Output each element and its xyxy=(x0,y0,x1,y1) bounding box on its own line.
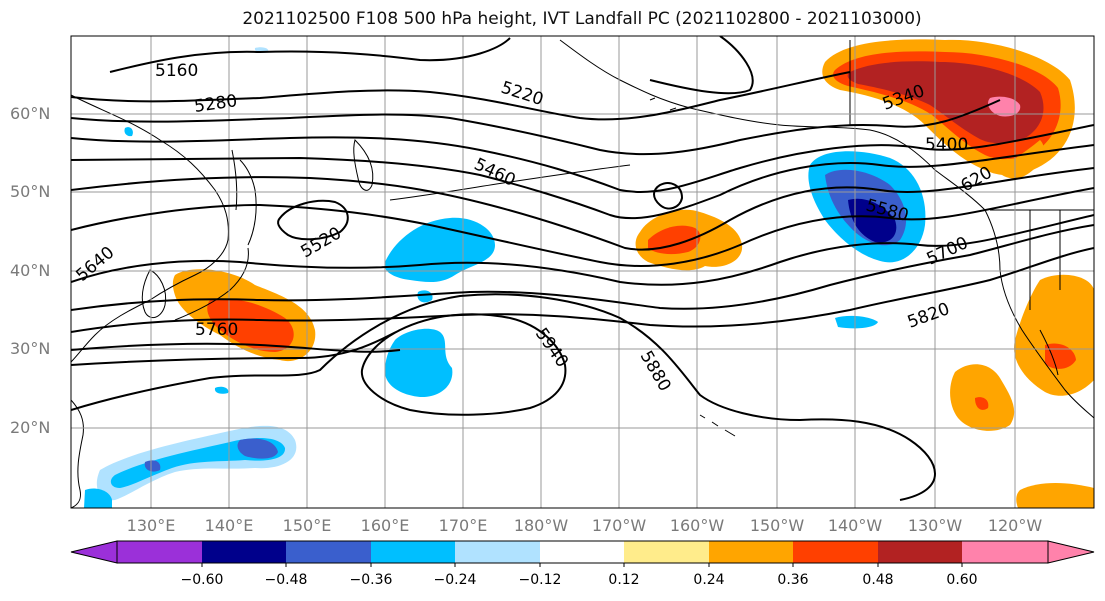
colorbar-tick-label: 0.12 xyxy=(608,572,640,588)
lon-label-150w: 150°W xyxy=(749,516,805,535)
colorbar-tick-label: 0.60 xyxy=(946,572,978,588)
lon-label-130e: 130°E xyxy=(126,516,176,535)
lat-label-60n: 60°N xyxy=(10,104,51,123)
gridlines xyxy=(71,36,1094,508)
colorbar-extend-low xyxy=(70,540,118,564)
lon-label-150e: 150°E xyxy=(282,516,332,535)
ivt-shading-americas xyxy=(950,274,1094,508)
colorbar-tick-label: −0.24 xyxy=(433,572,477,588)
title-wrap: 2021102500 F108 500 hPa height, IVT Land… xyxy=(0,0,1105,34)
lat-label-40n: 40°N xyxy=(10,261,51,280)
lat-label-20n: 20°N xyxy=(10,418,51,437)
lon-label-140w: 140°W xyxy=(827,516,883,535)
ivt-shading-negative-ne-pacific xyxy=(808,151,926,329)
colorbar-tick-label: −0.36 xyxy=(349,572,393,588)
lon-label-130w: 130°W xyxy=(907,516,963,535)
colorbar-tick-label: 0.48 xyxy=(862,572,894,588)
contour-label-5160: 5160 xyxy=(155,61,198,81)
lon-label-160e: 160°E xyxy=(360,516,410,535)
plot-frame xyxy=(70,35,1095,509)
colorbar-tick-label: −0.48 xyxy=(264,572,308,588)
colorbar-tick-label: −0.60 xyxy=(180,572,224,588)
lon-label-180w: 180°W xyxy=(513,516,569,535)
height-contours xyxy=(71,36,1094,501)
colorbar-tick-label: −0.12 xyxy=(518,572,562,588)
lon-label-140e: 140°E xyxy=(204,516,254,535)
colorbar-tick-label: 0.36 xyxy=(777,572,809,588)
lon-label-170w: 170°W xyxy=(591,516,647,535)
map-title: 2021102500 F108 500 hPa height, IVT Land… xyxy=(242,9,922,29)
lat-label-50n: 50°N xyxy=(10,182,51,201)
colorbar-extend-high xyxy=(1047,540,1095,564)
lon-label-120w: 120°W xyxy=(987,516,1043,535)
lon-label-170e: 170°E xyxy=(438,516,488,535)
lat-label-30n: 30°N xyxy=(10,339,51,358)
colorbar xyxy=(70,540,1095,567)
colorbar-tick-label: 0.24 xyxy=(693,572,725,588)
contour-label-5760: 5760 xyxy=(195,320,238,340)
contour-label-5400: 5400 xyxy=(925,135,968,155)
ivt-shading-negative-south xyxy=(84,47,297,508)
lon-label-160w: 160°W xyxy=(669,516,725,535)
